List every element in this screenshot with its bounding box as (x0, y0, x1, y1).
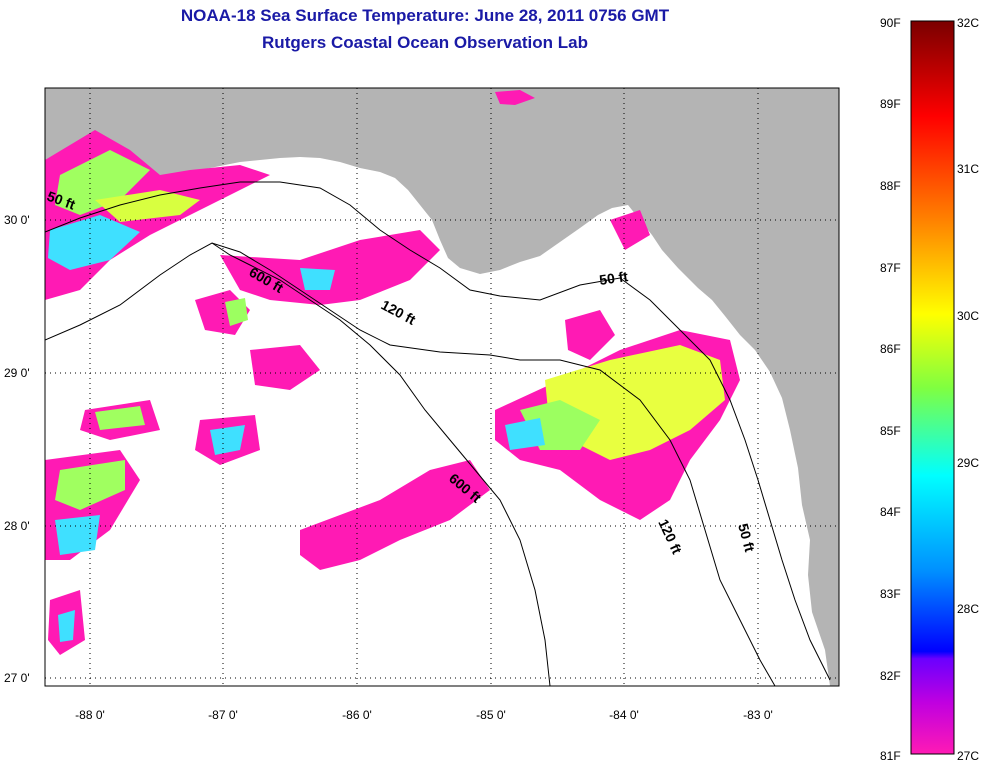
svg-text:89F: 89F (880, 97, 901, 111)
svg-text:85F: 85F (880, 424, 901, 438)
contour-label-50ft-east: 50 ft (598, 268, 629, 288)
colorbar (910, 20, 955, 755)
lat-tick-28: 28 0' (4, 519, 30, 533)
svg-text:88F: 88F (880, 179, 901, 193)
lat-tick-27: 27 0' (4, 671, 30, 685)
lon-tick-87: -87 0' (208, 708, 238, 722)
lon-tick-85: -85 0' (476, 708, 506, 722)
lon-axis: -88 0' -87 0' -86 0' -85 0' -84 0' -83 0… (75, 708, 773, 722)
svg-text:32C: 32C (957, 16, 979, 30)
svg-text:28C: 28C (957, 602, 979, 616)
lon-tick-84: -84 0' (609, 708, 639, 722)
lat-axis: 30 0' 29 0' 28 0' 27 0' (4, 213, 30, 685)
svg-text:31C: 31C (957, 162, 979, 176)
colorbar-c-labels: 32C 31C 30C 29C 28C 27C (957, 16, 979, 763)
svg-text:84F: 84F (880, 505, 901, 519)
svg-text:86F: 86F (880, 342, 901, 356)
svg-text:27C: 27C (957, 749, 979, 763)
lon-tick-88: -88 0' (75, 708, 105, 722)
svg-text:87F: 87F (880, 261, 901, 275)
svg-text:82F: 82F (880, 669, 901, 683)
map-frame (44, 87, 840, 687)
page-subtitle: Rutgers Coastal Ocean Observation Lab (262, 33, 588, 52)
svg-text:30C: 30C (957, 309, 979, 323)
colorbar-f-labels: 90F 89F 88F 87F 86F 85F 84F 83F 82F 81F (880, 16, 901, 763)
sst-warm-patches (45, 90, 740, 655)
depth-contours (45, 181, 831, 686)
lat-tick-29: 29 0' (4, 366, 30, 380)
page-title: NOAA-18 Sea Surface Temperature: June 28… (180, 6, 670, 25)
svg-text:81F: 81F (880, 749, 901, 763)
contour-label-50ft-south: 50 ft (735, 522, 758, 554)
lon-tick-83: -83 0' (743, 708, 773, 722)
lon-tick-86: -86 0' (342, 708, 372, 722)
svg-text:83F: 83F (880, 587, 901, 601)
svg-text:90F: 90F (880, 16, 901, 30)
lat-tick-30: 30 0' (4, 213, 30, 227)
svg-text:29C: 29C (957, 456, 979, 470)
